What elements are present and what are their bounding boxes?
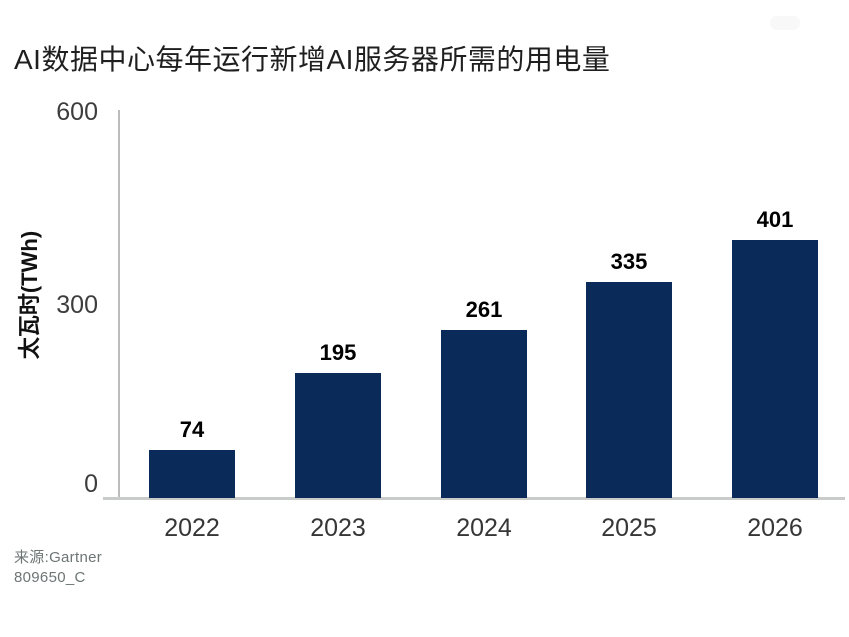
- bar-2024: [441, 330, 527, 498]
- x-tick-label-2023: 2023: [310, 514, 366, 542]
- source-text: 来源:Gartner: [14, 549, 103, 566]
- y-tick-label-300: 300: [56, 291, 98, 319]
- value-label-2026: 401: [756, 207, 794, 232]
- bar-2023: [295, 373, 381, 498]
- y-axis-line: [118, 110, 120, 500]
- x-tick-label-2026: 2026: [747, 514, 803, 542]
- watermark-smudge: [770, 16, 800, 30]
- x-axis-line: [103, 497, 845, 500]
- y-tick-label-600: 600: [56, 98, 98, 126]
- x-tick-label-2025: 2025: [601, 514, 657, 542]
- bar-2025: [586, 282, 672, 498]
- x-tick-label-2022: 2022: [164, 514, 220, 542]
- x-tick-label-2024: 2024: [456, 514, 512, 542]
- bar-2026: [732, 240, 818, 498]
- document-id: 809650_C: [14, 569, 86, 586]
- chart-title: AI数据中心每年运行新增AI服务器所需的用电量: [14, 44, 611, 75]
- bar-2022: [149, 450, 235, 498]
- value-label-2024: 261: [465, 297, 503, 322]
- value-label-2022: 74: [179, 417, 205, 442]
- y-tick-label-0: 0: [84, 470, 98, 498]
- value-label-2023: 195: [319, 340, 357, 365]
- value-label-2025: 335: [610, 249, 648, 274]
